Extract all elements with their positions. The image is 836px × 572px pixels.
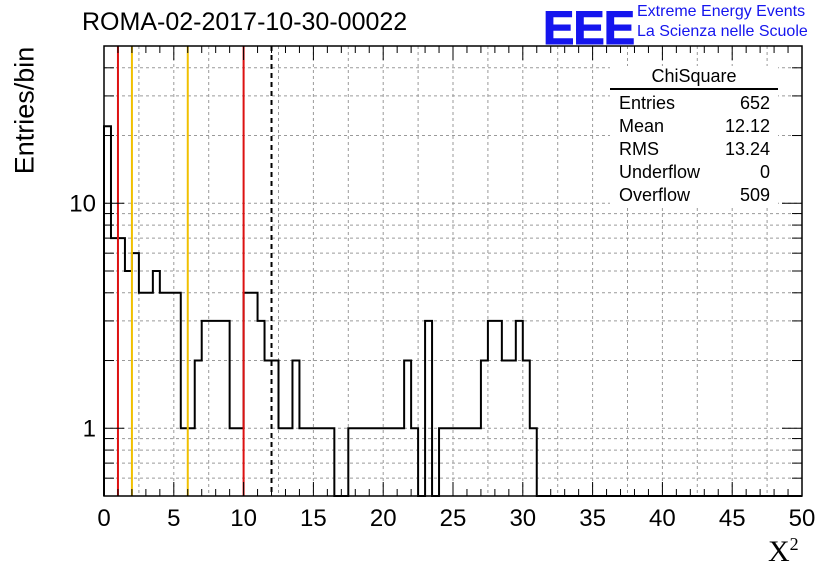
stats-row: RMS 13.24 <box>619 139 770 159</box>
x-tick-label: 0 <box>97 505 110 532</box>
x-tick-label: 45 <box>719 505 746 532</box>
x-tick-label: 10 <box>230 505 257 532</box>
y-tick-label: 1 <box>83 415 96 442</box>
stats-row: Underflow 0 <box>619 162 770 182</box>
x-tick-label: 35 <box>579 505 606 532</box>
stats-row: Mean 12.12 <box>619 116 770 136</box>
y-tick-label: 10 <box>69 190 96 217</box>
x-tick-label: 25 <box>440 505 467 532</box>
logo-line-2: La Scienza nelle Scuole <box>637 23 808 40</box>
x-tick-label: 50 <box>789 505 816 532</box>
x-tick-label: 20 <box>370 505 397 532</box>
stats-row: Overflow 509 <box>619 185 770 205</box>
eee-logo: EEE <box>542 1 635 55</box>
stats-row: Entries 652 <box>619 93 770 113</box>
stats-box: ChiSquare Entries 652 Mean 12.12 RMS 13.24 … <box>610 66 778 207</box>
x-tick-label: 15 <box>300 505 327 532</box>
stats-title: ChiSquare <box>610 66 778 90</box>
y-axis-label: Entries/bin <box>9 46 40 175</box>
logo-caption: Extreme Energy Events La Scienza nelle S… <box>637 2 808 42</box>
chart-title: ROMA-02-2017-10-30-00022 <box>82 8 408 36</box>
logo-line-1: Extreme Energy Events <box>637 3 806 20</box>
x-tick-label: 40 <box>649 505 676 532</box>
x-tick-label: 30 <box>509 505 536 532</box>
x-tick-label: 5 <box>167 505 180 532</box>
x-axis-label: X2 <box>768 534 799 568</box>
